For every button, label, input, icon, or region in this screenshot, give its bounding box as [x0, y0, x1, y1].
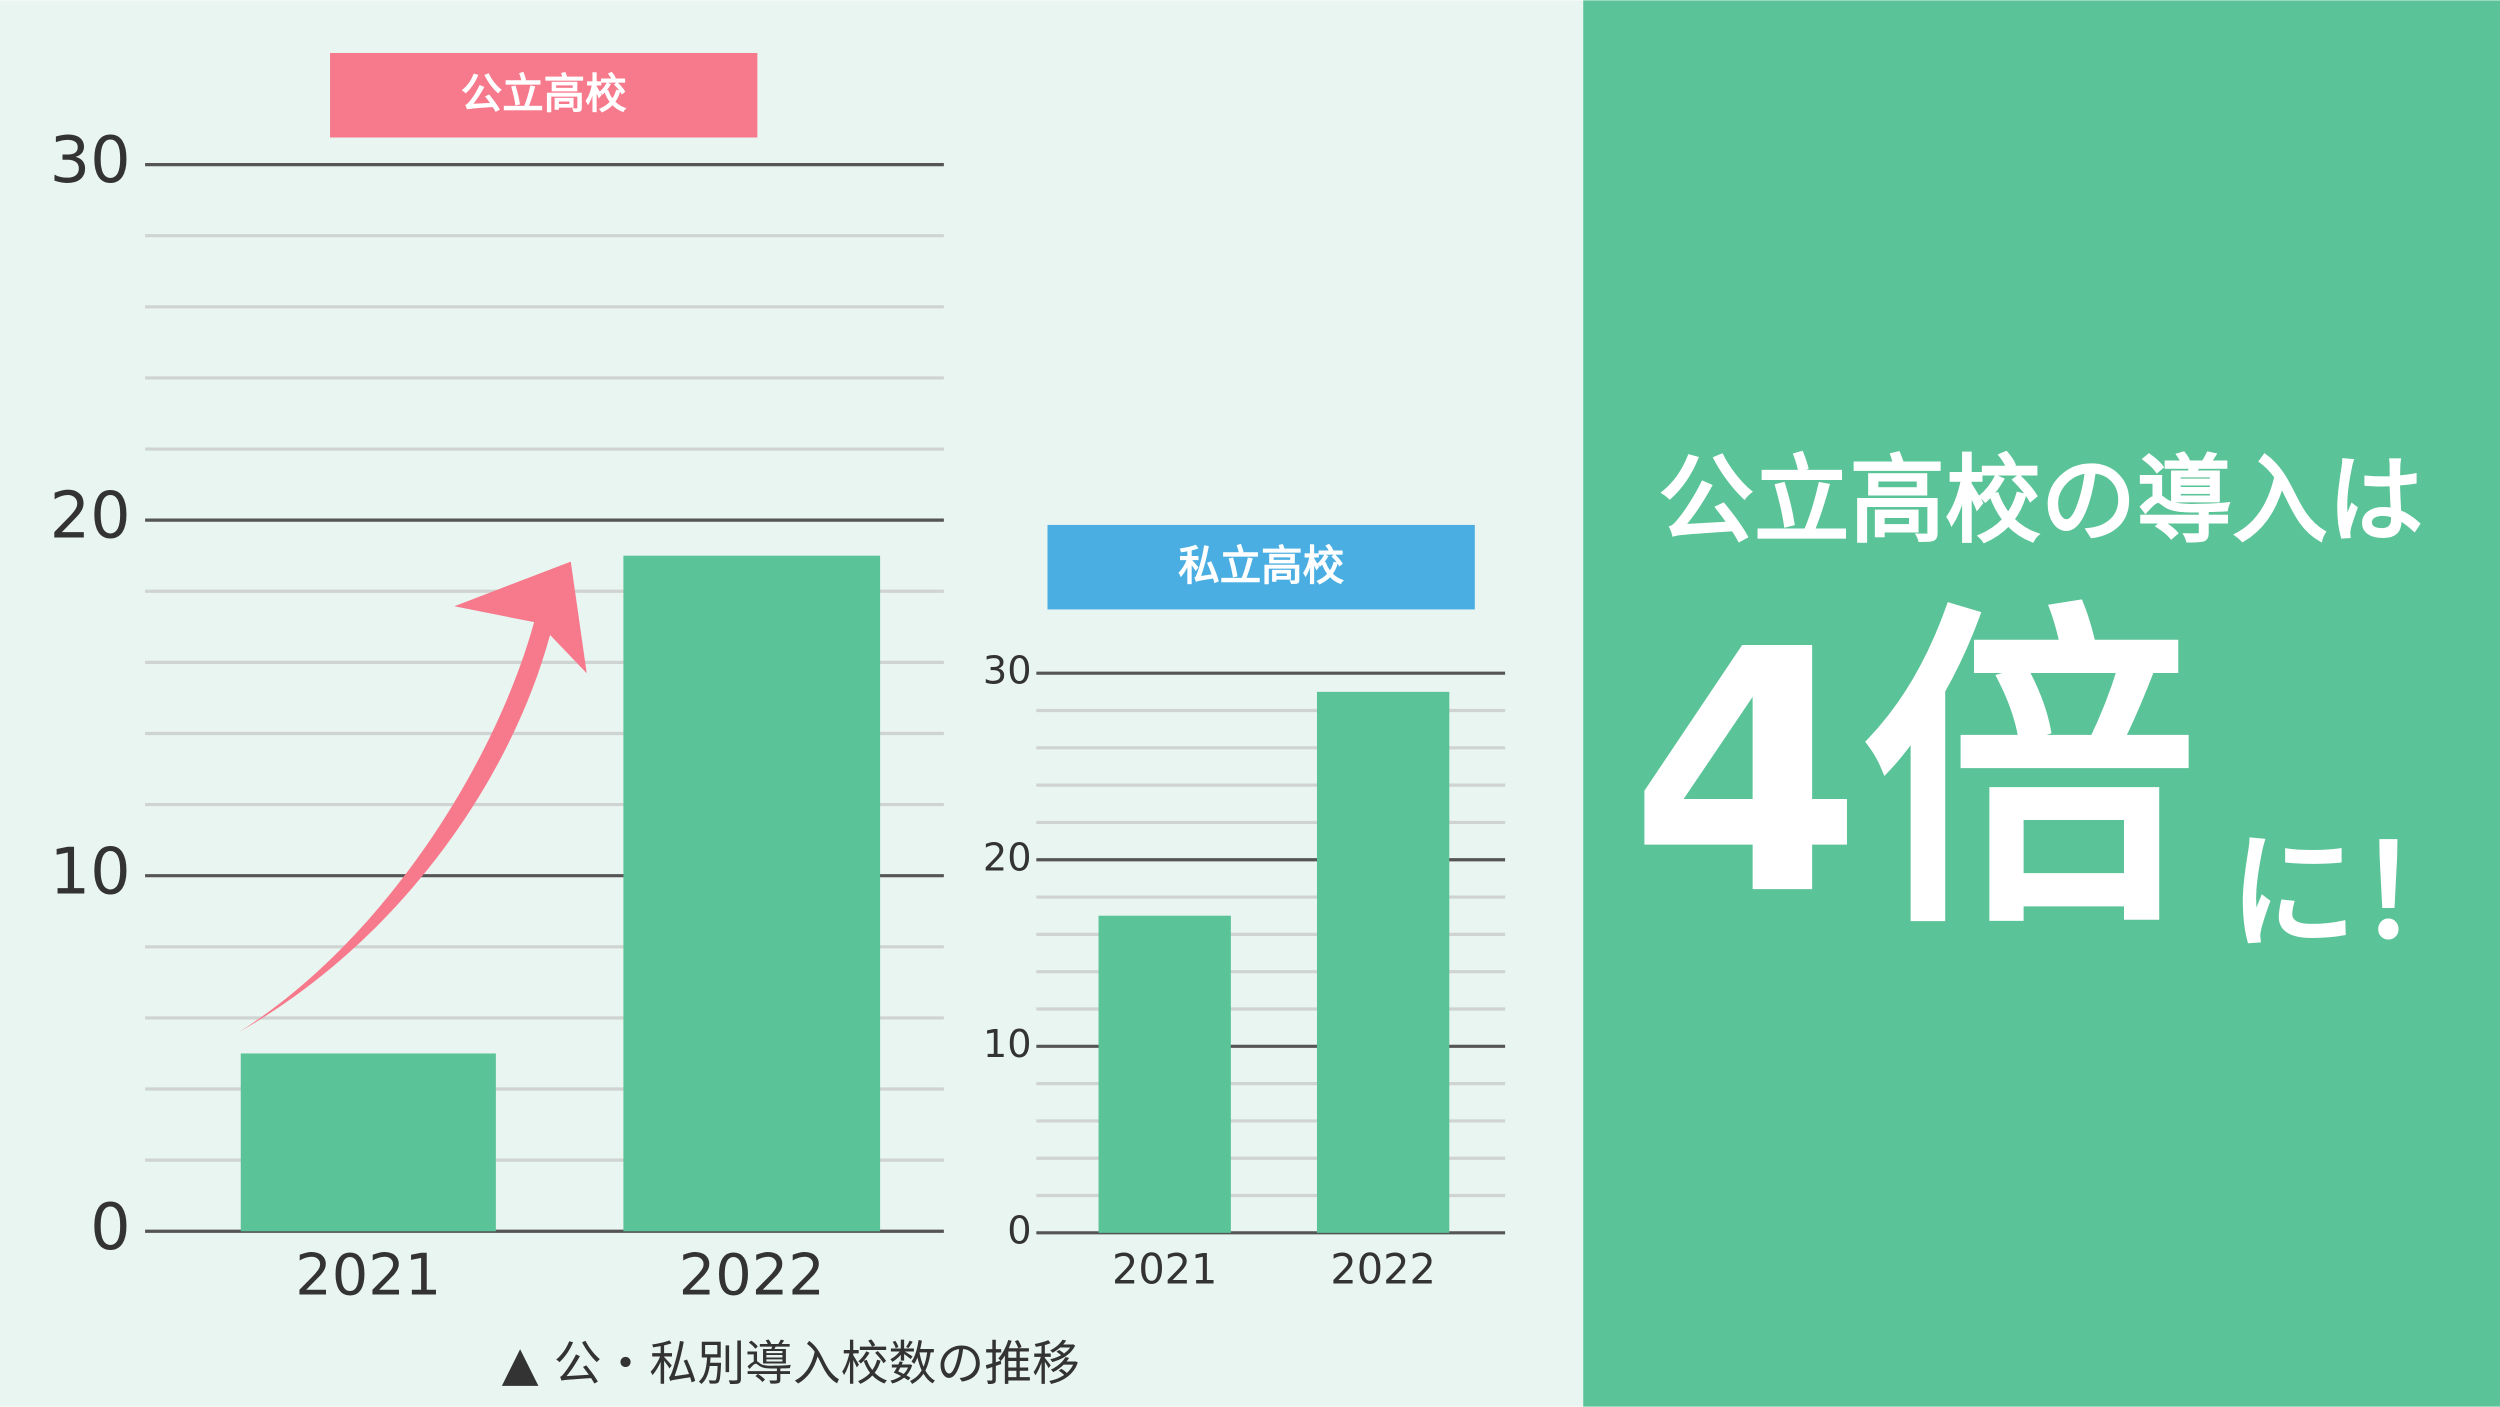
y-tick-label: 0 [90, 1191, 131, 1265]
headline: 公立高校の導入は [1658, 445, 2423, 557]
chart-title-box [1047, 524, 1475, 610]
x-tick-label: 2022 [679, 1242, 825, 1309]
x-tick-label: 2021 [1112, 1246, 1217, 1294]
caption: ▲ 公・私別導入校数の推移 [502, 1337, 1080, 1392]
bar [1316, 691, 1450, 1233]
y-tick-label: 30 [50, 124, 131, 198]
y-tick-label: 30 [983, 649, 1032, 694]
x-tick-label: 2022 [1330, 1246, 1435, 1294]
chart-title-box [330, 52, 758, 138]
right-panel [1583, 0, 2500, 1407]
y-tick-label: 20 [983, 835, 1032, 880]
y-tick-label: 0 [1007, 1208, 1031, 1253]
chart-title: 公立高校 [461, 70, 627, 118]
y-tick-label: 10 [983, 1022, 1032, 1067]
y-tick-label: 20 [50, 480, 131, 554]
growth-arrow [239, 561, 587, 1032]
bar [240, 1053, 496, 1232]
x-tick-label: 2021 [295, 1242, 441, 1309]
charts: 公立高校 0 10 20 30 2021 2022 私立高校 0 10 20 30 2021 2022 [50, 52, 1506, 1309]
headline-big: 4倍 [1629, 578, 2197, 968]
bar [623, 555, 881, 1232]
headline-tail: に！ [2229, 819, 2484, 967]
chart-title: 私立高校 [1178, 542, 1344, 590]
bar [1098, 915, 1231, 1233]
y-tick-label: 10 [50, 835, 131, 909]
